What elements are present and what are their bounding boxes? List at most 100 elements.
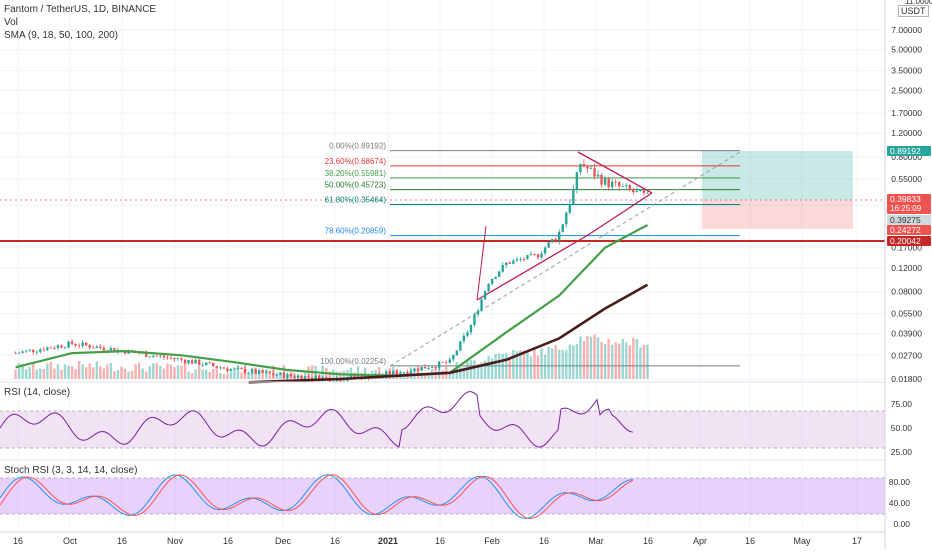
candle — [462, 335, 466, 342]
volume-bar — [540, 348, 543, 379]
volume-bar — [173, 367, 176, 379]
candle — [445, 362, 448, 364]
volume-bar — [614, 342, 617, 379]
volume-label[interactable]: Vol — [4, 17, 18, 28]
price-badge-1 — [887, 194, 931, 214]
candle — [155, 355, 158, 357]
volume-bar — [533, 347, 536, 379]
sma-label[interactable]: SMA (9, 18, 50, 100, 200) — [4, 30, 118, 41]
candle — [476, 310, 480, 315]
candle — [317, 375, 321, 381]
candle — [596, 174, 600, 177]
triangle-upper-line[interactable] — [577, 151, 653, 194]
volume-bar — [469, 360, 473, 379]
candle — [219, 367, 222, 369]
rsi-label[interactable]: RSI (14, close) — [4, 387, 71, 398]
volume-bar — [236, 365, 240, 379]
candle — [226, 368, 229, 371]
candle — [437, 361, 441, 368]
price-tick-9: 0.17000 — [891, 243, 922, 253]
pole-line[interactable] — [476, 225, 487, 301]
long-position-target-zone[interactable] — [702, 151, 853, 200]
price-badge-label-4: 0.20042 — [890, 236, 921, 246]
candle — [95, 346, 98, 348]
candle — [646, 192, 649, 194]
candle — [53, 348, 56, 349]
candle — [296, 375, 300, 378]
candle — [229, 369, 233, 371]
volume-bar — [180, 365, 183, 379]
volume-bar — [120, 366, 123, 379]
volume-bar — [183, 363, 187, 379]
candle — [607, 178, 610, 188]
candle — [257, 370, 261, 374]
price-tick-2: 3.50000 — [891, 66, 922, 76]
candle — [635, 190, 639, 193]
candle — [625, 185, 628, 187]
volume-bar — [169, 364, 173, 379]
volume-bar — [215, 366, 218, 379]
candle — [416, 368, 420, 371]
time-tick-6: 16 — [330, 536, 340, 546]
candle — [498, 271, 501, 277]
candle — [176, 358, 180, 360]
stoch-label[interactable]: Stoch RSI (3, 3, 14, 14, close) — [4, 465, 138, 476]
candle — [487, 283, 490, 292]
volume-bar — [46, 363, 49, 379]
volume-bar — [568, 344, 571, 379]
volume-bar — [427, 372, 430, 379]
volume-bar — [550, 348, 554, 379]
volume-bar — [166, 363, 169, 379]
triangle-lower-line[interactable] — [476, 192, 653, 301]
candle — [540, 253, 543, 258]
dashed-trendline[interactable] — [389, 151, 741, 367]
volume-bar — [233, 368, 236, 379]
volume-bar — [459, 367, 462, 379]
candle — [60, 345, 63, 348]
candle — [434, 367, 437, 368]
volume-bar — [625, 342, 628, 379]
price-tick-1: 5.00000 — [891, 45, 922, 55]
candle — [286, 374, 289, 379]
candle — [173, 357, 176, 360]
candle — [558, 231, 561, 241]
price-badge-label-3: 0.24272 — [890, 225, 921, 235]
candle — [92, 347, 95, 349]
candle — [162, 355, 166, 358]
fib-label-6: 100.00%(0.02254) — [320, 357, 386, 366]
volume-bar — [642, 344, 646, 379]
rsi-tick-2: 25.00 — [891, 447, 913, 457]
candle — [448, 359, 451, 363]
volume-bar — [208, 372, 211, 379]
volume-bar — [162, 368, 166, 379]
volume-bar — [452, 369, 455, 379]
volume-bar — [229, 372, 233, 379]
price-badge-label-2: 0.39275 — [890, 215, 921, 225]
volume-bar — [159, 365, 162, 379]
candle — [222, 367, 226, 369]
symbol-title[interactable]: Fantom / TetherUS, 1D, BINANCE — [4, 4, 157, 15]
volume-bar — [67, 365, 70, 379]
volume-bar — [536, 355, 540, 379]
time-axis-ticks[interactable]: 16 Oct 16 Nov 16 Dec 16 2021 16 Feb 16 Mar 16 Apr 16 Ma… — [13, 536, 862, 546]
candle — [212, 362, 215, 366]
candle — [346, 379, 349, 381]
volume-bar — [24, 369, 28, 379]
fib-retracement[interactable]: 0.00%(0.89192) 23.60%(0.68674) 38.20%(0.55… — [320, 142, 740, 367]
candle — [568, 204, 571, 213]
volume-bar — [49, 361, 53, 379]
sma-200-line — [248, 283, 649, 384]
stoch-tick-0: 80.00 — [889, 477, 911, 487]
candle — [392, 371, 395, 375]
currency-label[interactable]: USDT — [898, 5, 929, 17]
time-tick-2: 16 — [117, 536, 127, 546]
fib-label-0: 0.00%(0.89192) — [329, 142, 386, 151]
volume-bar — [328, 371, 331, 379]
volume-bar — [490, 358, 494, 379]
volume-bar — [526, 350, 529, 379]
candle — [272, 373, 275, 375]
volume-bar — [635, 339, 639, 379]
volume-bar — [494, 353, 497, 379]
